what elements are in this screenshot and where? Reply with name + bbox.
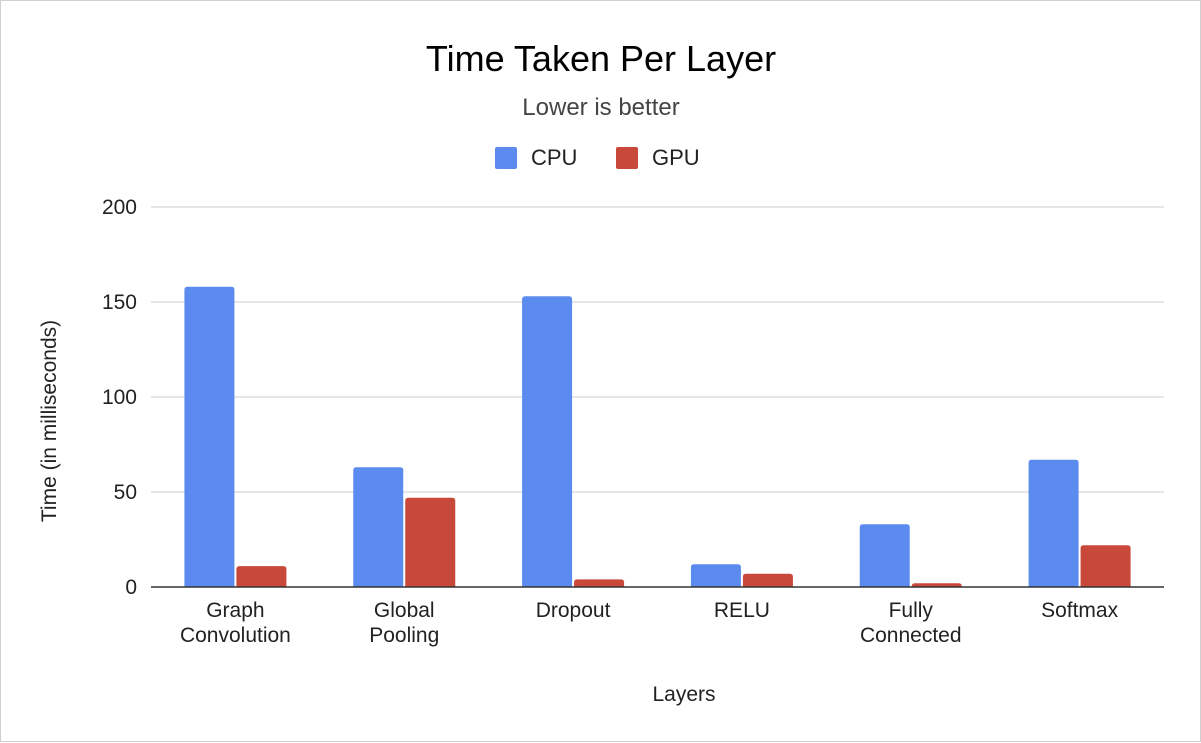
x-tick-line: Graph (206, 599, 264, 622)
x-axis-label: Layers (652, 683, 715, 706)
bars (184, 286, 1131, 587)
x-tick-line: Softmax (1041, 599, 1119, 622)
x-axis-ticks: Graph Convolution Global Pooling Dropout RELU… (180, 599, 1119, 647)
x-tick-label: Softmax (1041, 599, 1119, 622)
bar-cpu-4 (859, 524, 910, 587)
legend-label-gpu: GPU (652, 145, 700, 170)
bar-gpu-0 (236, 566, 287, 587)
x-tick-label: RELU (714, 599, 770, 622)
bar-cpu-5 (1028, 459, 1079, 587)
legend-swatch-gpu (616, 147, 638, 169)
bar-gpu-3 (742, 573, 793, 587)
chart-title: Time Taken Per Layer (426, 38, 776, 79)
legend-label-cpu: CPU (531, 145, 577, 170)
bar-cpu-0 (184, 286, 235, 587)
x-tick-label: Fully Connected (860, 599, 962, 647)
x-tick-line: Convolution (180, 624, 291, 647)
y-tick-label: 200 (102, 196, 137, 219)
gridlines (151, 206, 1164, 493)
x-tick-line: Dropout (536, 599, 611, 622)
x-tick-line: Pooling (369, 624, 439, 647)
x-tick-label: Graph Convolution (180, 599, 291, 647)
x-tick-label: Dropout (536, 599, 611, 622)
legend-swatch-cpu (495, 147, 517, 169)
legend: CPU GPU (495, 145, 700, 170)
x-tick-label: Global Pooling (369, 599, 439, 647)
x-tick-line: Connected (860, 624, 962, 647)
bar-gpu-2 (574, 579, 625, 587)
bar-gpu-5 (1080, 545, 1131, 587)
chart-subtitle: Lower is better (522, 94, 679, 121)
x-tick-line: Fully (889, 599, 934, 622)
x-tick-line: RELU (714, 599, 770, 622)
bar-gpu-4 (911, 583, 962, 587)
y-tick-label: 150 (102, 291, 137, 314)
y-tick-label: 0 (125, 576, 137, 599)
y-tick-label: 50 (114, 481, 137, 504)
bar-gpu-1 (405, 497, 456, 587)
y-tick-label: 100 (102, 386, 137, 409)
bar-cpu-3 (690, 564, 741, 587)
y-axis-label: Time (in milliseconds) (38, 320, 61, 522)
bar-cpu-1 (353, 467, 404, 587)
x-tick-line: Global (374, 599, 435, 622)
y-axis-ticks: 0 50 100 150 200 (102, 196, 137, 599)
bar-cpu-2 (522, 296, 573, 587)
